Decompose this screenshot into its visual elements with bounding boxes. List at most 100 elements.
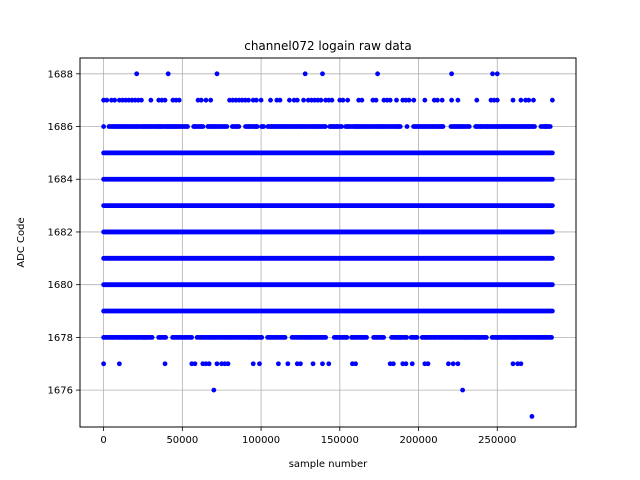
data-point bbox=[449, 71, 455, 77]
data-point bbox=[323, 334, 329, 340]
data-point bbox=[322, 124, 328, 129]
data-point bbox=[439, 97, 445, 103]
data-point bbox=[277, 97, 283, 103]
data-point bbox=[510, 361, 516, 367]
data-point bbox=[403, 361, 409, 367]
data-point bbox=[302, 71, 308, 77]
data-point bbox=[211, 387, 217, 393]
x-tick-label: 200000 bbox=[399, 435, 437, 446]
data-point bbox=[208, 97, 214, 103]
x-axis-label: sample number bbox=[289, 459, 368, 470]
data-point bbox=[406, 97, 412, 103]
data-point bbox=[526, 97, 532, 103]
data-point bbox=[549, 97, 555, 103]
data-point bbox=[532, 124, 537, 129]
data-point bbox=[450, 361, 456, 367]
data-point bbox=[531, 97, 536, 103]
data-point bbox=[192, 361, 198, 367]
data-point bbox=[518, 361, 524, 367]
data-point bbox=[268, 97, 273, 103]
data-point bbox=[253, 97, 259, 103]
y-tick-label: 1682 bbox=[48, 227, 73, 238]
data-point bbox=[404, 334, 410, 340]
data-point bbox=[381, 334, 387, 340]
data-point bbox=[440, 124, 446, 129]
x-tick-label: 100000 bbox=[242, 435, 280, 446]
chart-title: channel072 logain raw data bbox=[244, 39, 412, 53]
data-point bbox=[529, 414, 535, 419]
x-tick-label: 0 bbox=[100, 435, 106, 446]
y-tick-label: 1680 bbox=[48, 280, 73, 291]
data-point bbox=[518, 97, 524, 103]
data-point bbox=[460, 387, 466, 393]
data-point bbox=[148, 97, 154, 103]
data-point bbox=[411, 97, 417, 103]
data-point bbox=[250, 361, 256, 367]
data-point bbox=[425, 361, 431, 367]
data-point bbox=[387, 97, 393, 103]
data-point bbox=[310, 361, 316, 367]
data-point bbox=[214, 361, 220, 367]
data-point bbox=[189, 334, 195, 340]
data-point bbox=[261, 124, 267, 129]
data-point bbox=[259, 334, 265, 340]
data-point bbox=[390, 361, 396, 367]
data-point bbox=[246, 97, 251, 103]
data-point bbox=[397, 124, 403, 129]
data-point bbox=[484, 334, 489, 340]
data-point bbox=[258, 97, 264, 103]
data-point bbox=[112, 97, 118, 103]
axes-frame bbox=[79, 57, 577, 428]
data-point bbox=[301, 97, 306, 103]
data-point bbox=[224, 124, 230, 129]
data-point bbox=[494, 71, 500, 77]
data-point bbox=[510, 97, 516, 103]
data-point bbox=[549, 334, 554, 340]
data-point bbox=[203, 97, 209, 103]
data-point bbox=[200, 124, 206, 129]
x-tick-label: 50000 bbox=[166, 435, 198, 446]
data-point bbox=[298, 361, 303, 367]
data-point bbox=[162, 361, 168, 367]
data-point bbox=[163, 334, 169, 340]
data-point bbox=[422, 97, 428, 103]
data-point bbox=[285, 361, 291, 367]
data-point bbox=[409, 361, 415, 367]
data-point bbox=[373, 97, 379, 103]
data-point bbox=[326, 361, 332, 367]
data-point bbox=[455, 361, 461, 367]
data-point bbox=[116, 361, 122, 367]
data-point bbox=[282, 334, 288, 340]
data-points bbox=[101, 71, 555, 419]
data-point bbox=[214, 71, 220, 77]
data-point bbox=[104, 97, 110, 103]
data-point bbox=[162, 97, 168, 103]
data-point bbox=[185, 124, 190, 129]
data-point bbox=[353, 361, 358, 367]
data-point bbox=[149, 334, 155, 340]
data-point bbox=[206, 361, 212, 367]
data-point bbox=[364, 334, 369, 340]
data-point bbox=[490, 71, 495, 77]
data-point bbox=[294, 97, 300, 103]
data-point bbox=[101, 124, 107, 129]
data-point bbox=[134, 71, 140, 77]
data-point bbox=[257, 361, 262, 367]
data-point bbox=[225, 361, 231, 367]
y-tick-label: 1676 bbox=[48, 386, 73, 397]
data-point bbox=[329, 97, 335, 103]
data-point bbox=[254, 124, 260, 129]
data-point bbox=[320, 361, 325, 367]
y-tick-label: 1686 bbox=[48, 122, 73, 133]
y-tick-label: 1678 bbox=[48, 333, 73, 344]
data-point bbox=[345, 97, 351, 103]
data-point bbox=[236, 124, 242, 129]
data-point bbox=[101, 361, 107, 367]
data-point bbox=[320, 71, 325, 77]
data-point bbox=[547, 124, 553, 129]
data-point bbox=[375, 71, 380, 77]
data-point bbox=[176, 97, 182, 103]
data-point bbox=[474, 97, 480, 103]
data-point bbox=[404, 124, 410, 129]
